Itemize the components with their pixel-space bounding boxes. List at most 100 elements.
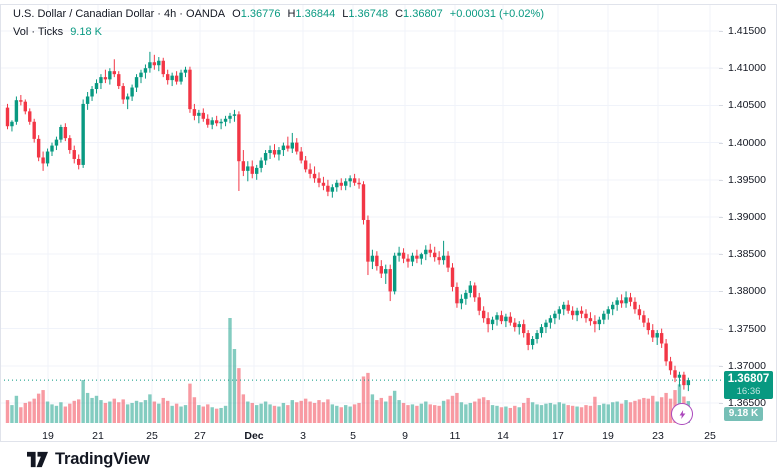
time-axis-label: 27 [194,430,206,442]
candle-body [473,285,477,298]
candle-body [424,249,428,255]
volume-bar [94,395,99,423]
candle-body [606,309,610,314]
volume-bar [103,402,108,423]
candle-body [504,316,508,322]
candle-body [36,138,41,158]
symbol-title[interactable]: U.S. Dollar / Canadian Dollar · 4h · OAN… [13,8,226,20]
volume-bar [317,400,321,423]
candle-body [125,96,130,100]
volume-bar [455,392,459,423]
candle-body [588,318,593,322]
volume-bar [397,400,401,423]
volume-bar [117,402,121,423]
volume-bar [321,402,326,423]
volume-bar [415,405,419,423]
candle-body [139,72,143,78]
price-axis-label: 1.40500 [728,99,766,111]
volume-bar [85,392,90,423]
candle-body [23,101,27,112]
candle-body [486,318,490,325]
candle-body [602,313,606,320]
volume-bar [495,405,499,423]
candle-body [530,339,535,345]
price-axis-tick [719,366,723,367]
candle-body [437,257,441,261]
candle-body [81,103,85,165]
volume-bar [77,399,81,424]
volume-bar [59,402,63,423]
volume-bar [281,402,286,423]
volume-bar [611,402,615,423]
candle-body [192,109,197,116]
volume-bar [41,390,45,423]
volume-bar [490,405,495,423]
volume-bar [206,404,210,423]
candle-body [219,121,223,124]
volume-bar [553,404,557,423]
volume-bar [286,405,290,423]
candle-body [170,75,174,81]
price-axis-tick [719,105,723,106]
price-axis-tick [719,180,723,181]
candle-body [495,315,499,320]
volume-bar [570,405,575,423]
price-axis-tick [719,143,723,144]
volume-bar [486,400,490,423]
volume-bar [664,392,668,423]
volume-bar [642,397,646,423]
candle-body [659,333,664,344]
price-axis-tick [719,291,723,292]
volume-bar [130,402,134,423]
candle-body [570,310,575,316]
volume-bar [299,400,303,423]
volume-bar [72,400,76,423]
countdown-timer: 16:36 [736,386,761,397]
volume-bar [201,406,205,423]
candle-body [54,139,59,146]
candle-body [183,69,188,73]
candle-body [290,142,294,149]
volume-bar [179,406,183,423]
candle-body [668,361,673,371]
volume-bar [575,406,579,423]
volume-indicator-label[interactable]: Vol · Ticks [13,26,64,38]
candle-body [295,142,299,152]
candle-body [335,182,339,188]
candle-body [5,107,10,127]
candle-body [677,374,682,378]
volume-bar [548,402,553,423]
volume-bar [588,405,593,423]
volume-bar [535,404,539,423]
volume-bar [223,405,228,423]
candle-body [255,167,259,174]
price-axis-tick [719,217,723,218]
candle-body [433,252,437,258]
candle-body [148,62,152,69]
volume-bar [121,399,125,424]
candle-body [410,255,415,262]
candle-body [633,301,637,310]
volume-bar [419,403,424,423]
tradingview-logo[interactable]: TradingView [27,450,150,469]
volume-bar [339,407,343,423]
last-price-value: 1.36807 [727,373,770,385]
volume-bar [562,403,566,423]
volume-bar [308,401,312,423]
candle-body [99,77,103,84]
volume-bar [504,406,508,423]
candle-body [655,333,659,338]
volume-bar [450,395,455,423]
candle-body [584,313,588,319]
volume-bar [624,400,628,423]
volume-bar [232,349,237,423]
candle-body [112,71,116,75]
lightning-bolt-icon[interactable] [671,403,693,425]
volume-bar [651,395,655,423]
candle-body [232,114,237,116]
volume-bar [633,400,637,423]
volume-bar [277,406,281,423]
time-axis-label: Dec [244,430,264,442]
candle-body [277,150,281,155]
